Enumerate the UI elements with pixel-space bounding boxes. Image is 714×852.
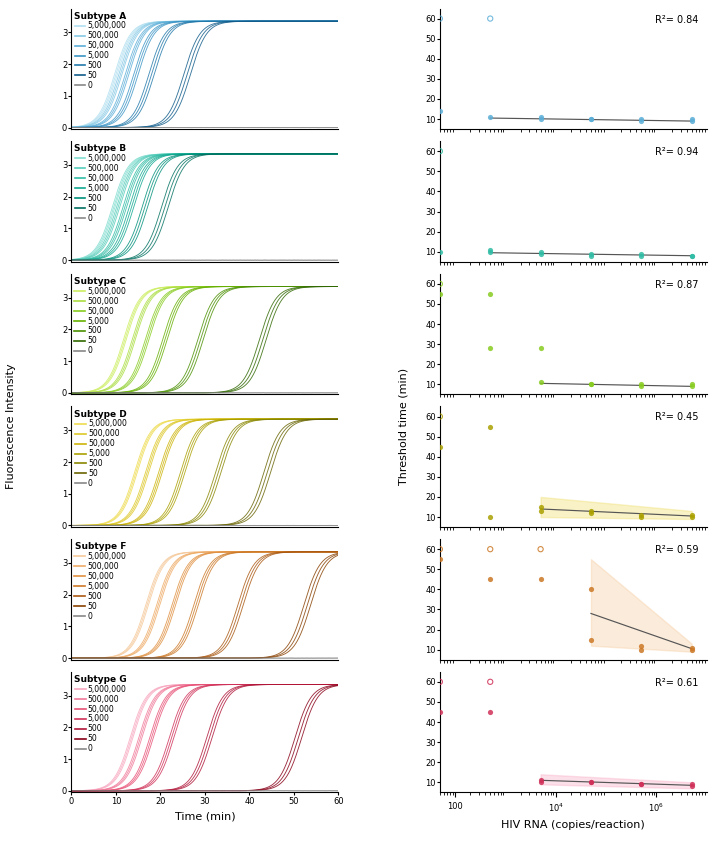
Point	[585, 377, 597, 391]
Point	[434, 675, 446, 688]
Point	[686, 377, 698, 391]
Point	[635, 510, 647, 524]
Point	[434, 144, 446, 158]
Point	[485, 110, 496, 124]
Point	[434, 277, 446, 291]
Point	[434, 543, 446, 556]
Point	[635, 778, 647, 792]
Point	[535, 110, 546, 124]
Point	[485, 675, 496, 688]
Point	[535, 342, 546, 355]
Point	[535, 504, 546, 518]
Legend: 5,000,000, 500,000, 50,000, 5,000, 500, 50, 0: 5,000,000, 500,000, 50,000, 5,000, 500, …	[74, 674, 128, 754]
Point	[485, 245, 496, 258]
Point	[686, 112, 698, 126]
Point	[485, 12, 496, 26]
Point	[485, 543, 496, 556]
Text: Fluorescence Intensity: Fluorescence Intensity	[6, 363, 16, 489]
Point	[686, 379, 698, 393]
Point	[585, 504, 597, 518]
Point	[535, 247, 546, 261]
Point	[535, 112, 546, 126]
Text: R²= 0.84: R²= 0.84	[655, 14, 699, 25]
Point	[686, 114, 698, 128]
Point	[535, 774, 546, 787]
Legend: 5,000,000, 500,000, 50,000, 5,000, 500, 50, 0: 5,000,000, 500,000, 50,000, 5,000, 500, …	[74, 143, 127, 223]
Point	[535, 775, 546, 789]
Point	[485, 573, 496, 586]
Text: R²= 0.94: R²= 0.94	[655, 147, 699, 158]
Point	[635, 377, 647, 391]
Point	[585, 583, 597, 596]
Point	[585, 775, 597, 789]
Point	[585, 506, 597, 520]
Point	[635, 778, 647, 792]
Point	[585, 249, 597, 262]
Point	[635, 643, 647, 657]
Point	[635, 508, 647, 521]
Point	[585, 633, 597, 647]
Point	[535, 500, 546, 514]
Point	[535, 573, 546, 586]
Point	[635, 639, 647, 653]
Point	[535, 245, 546, 258]
Point	[434, 552, 446, 566]
Point	[686, 778, 698, 792]
Legend: 5,000,000, 500,000, 50,000, 5,000, 500, 50, 0: 5,000,000, 500,000, 50,000, 5,000, 500, …	[74, 11, 128, 91]
Point	[434, 705, 446, 719]
Point	[535, 376, 546, 389]
Point	[585, 247, 597, 261]
Point	[635, 379, 647, 393]
Point	[485, 342, 496, 355]
X-axis label: HIV RNA (copies/reaction): HIV RNA (copies/reaction)	[501, 820, 645, 830]
Point	[686, 249, 698, 262]
Point	[686, 508, 698, 521]
Point	[434, 440, 446, 453]
X-axis label: Time (min): Time (min)	[175, 811, 235, 821]
Point	[585, 112, 597, 126]
Point	[434, 245, 446, 258]
Point	[635, 249, 647, 262]
Text: R²= 0.87: R²= 0.87	[655, 279, 699, 290]
Point	[635, 112, 647, 126]
Legend: 5,000,000, 500,000, 50,000, 5,000, 500, 50, 0: 5,000,000, 500,000, 50,000, 5,000, 500, …	[74, 541, 127, 621]
Point	[485, 705, 496, 719]
Point	[485, 510, 496, 524]
Point	[686, 510, 698, 524]
Point	[686, 641, 698, 654]
Point	[434, 12, 446, 26]
Point	[485, 287, 496, 301]
Point	[434, 410, 446, 423]
Text: R²= 0.61: R²= 0.61	[655, 678, 699, 688]
Point	[485, 243, 496, 256]
Point	[635, 114, 647, 128]
Text: R²= 0.59: R²= 0.59	[655, 545, 699, 556]
Point	[585, 775, 597, 789]
Point	[585, 112, 597, 126]
Point	[434, 287, 446, 301]
Legend: 5,000,000, 500,000, 50,000, 5,000, 500, 50, 0: 5,000,000, 500,000, 50,000, 5,000, 500, …	[74, 409, 128, 489]
Text: Threshold time (min): Threshold time (min)	[398, 367, 408, 485]
Text: R²= 0.45: R²= 0.45	[655, 412, 699, 423]
Point	[585, 377, 597, 391]
Legend: 5,000,000, 500,000, 50,000, 5,000, 500, 50, 0: 5,000,000, 500,000, 50,000, 5,000, 500, …	[74, 276, 127, 356]
Point	[686, 249, 698, 262]
Point	[485, 420, 496, 434]
Point	[635, 247, 647, 261]
Point	[434, 104, 446, 118]
Point	[535, 543, 546, 556]
Point	[686, 643, 698, 657]
Point	[686, 780, 698, 793]
